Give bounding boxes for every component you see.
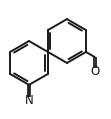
Text: N: N	[25, 94, 33, 107]
Text: O: O	[90, 65, 99, 78]
